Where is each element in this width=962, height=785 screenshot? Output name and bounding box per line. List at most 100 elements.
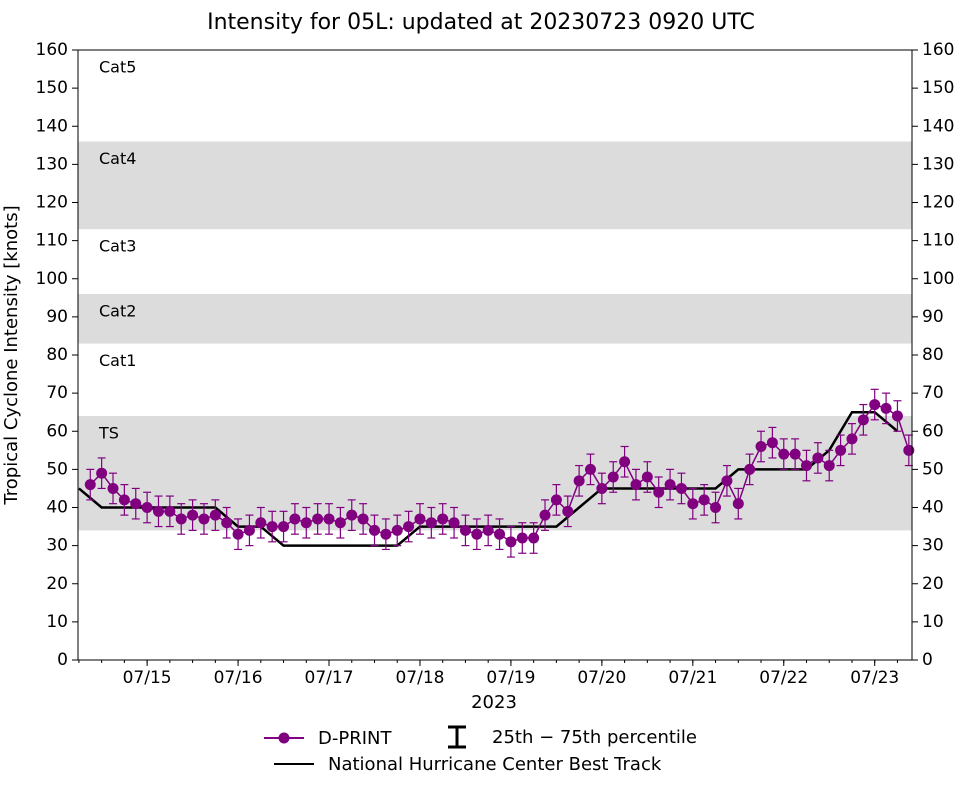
dprint-point xyxy=(346,509,358,521)
dprint-point xyxy=(368,524,380,536)
dprint-point xyxy=(744,463,756,475)
x-tick-label: 07/22 xyxy=(759,668,808,688)
legend-label: 25th − 75th percentile xyxy=(492,727,697,748)
x-tick-label: 07/20 xyxy=(577,668,626,688)
dprint-point xyxy=(300,517,312,529)
y-tick-label: 120 xyxy=(36,193,68,213)
dprint-point xyxy=(380,528,392,540)
dprint-point xyxy=(619,456,631,468)
dprint-point xyxy=(687,498,699,510)
dprint-point xyxy=(175,513,187,525)
y-tick-label-right: 0 xyxy=(922,650,933,670)
dprint-point xyxy=(425,517,437,529)
dprint-point xyxy=(903,444,915,456)
y-tick-label-right: 120 xyxy=(922,193,954,213)
category-band xyxy=(78,416,912,531)
dprint-point xyxy=(584,463,596,475)
dprint-point xyxy=(482,524,494,536)
dprint-point xyxy=(164,505,176,517)
dprint-point xyxy=(755,441,767,452)
dprint-point xyxy=(187,509,199,521)
y-tick-label: 140 xyxy=(36,116,68,136)
dprint-point xyxy=(471,528,483,540)
y-tick-label: 150 xyxy=(36,78,68,98)
dprint-point xyxy=(323,513,335,525)
dprint-point xyxy=(823,460,835,472)
y-tick-label: 0 xyxy=(57,650,68,670)
dprint-point xyxy=(221,517,233,529)
y-tick-label-right: 30 xyxy=(922,536,944,556)
y-tick-label: 30 xyxy=(46,536,68,556)
dprint-point xyxy=(516,532,528,544)
y-tick-label-right: 100 xyxy=(922,269,954,289)
dprint-point xyxy=(414,513,426,525)
dprint-point xyxy=(664,479,676,491)
y-tick-label: 100 xyxy=(36,269,68,289)
category-label: Cat5 xyxy=(99,58,136,77)
dprint-point xyxy=(550,494,562,506)
dprint-point xyxy=(869,399,881,411)
dprint-point xyxy=(846,433,858,445)
category-label: Cat1 xyxy=(99,351,136,370)
legend-label: D-PRINT xyxy=(318,728,392,749)
dprint-point xyxy=(732,498,744,510)
dprint-point xyxy=(266,521,278,533)
dprint-point xyxy=(528,532,540,544)
y-tick-label: 110 xyxy=(36,231,68,251)
dprint-point xyxy=(562,505,574,517)
legend-errorbar-icon xyxy=(448,725,466,749)
dprint-point xyxy=(800,460,812,472)
y-tick-label: 70 xyxy=(46,383,68,403)
dprint-point xyxy=(255,517,267,529)
y-tick-label-right: 140 xyxy=(922,116,954,136)
y-tick-label-right: 110 xyxy=(922,231,954,251)
y-tick-label-right: 50 xyxy=(922,459,944,479)
dprint-point xyxy=(198,513,210,525)
dprint-point xyxy=(573,475,585,487)
x-tick-label: 07/17 xyxy=(305,668,354,688)
dprint-point xyxy=(596,482,608,494)
dprint-point xyxy=(607,471,619,483)
dprint-point xyxy=(653,486,665,498)
chart-title: Intensity for 05L: updated at 20230723 0… xyxy=(207,10,755,35)
dprint-point xyxy=(812,452,824,464)
y-tick-label-right: 80 xyxy=(922,345,944,365)
dprint-point xyxy=(721,475,733,487)
dprint-point xyxy=(403,521,415,533)
dprint-point xyxy=(835,444,847,456)
x-tick-label: 07/18 xyxy=(395,668,444,688)
dprint-point xyxy=(312,513,324,525)
dprint-point xyxy=(641,471,653,483)
dprint-point xyxy=(141,502,153,513)
dprint-point xyxy=(118,494,130,506)
dprint-point xyxy=(96,467,108,479)
y-axis-label: Tropical Cyclone Intensity [knots] xyxy=(1,205,22,505)
legend-label: National Hurricane Center Best Track xyxy=(328,754,662,775)
y-tick-label-right: 130 xyxy=(922,154,954,174)
y-tick-label: 40 xyxy=(46,498,68,518)
y-tick-label: 160 xyxy=(36,40,68,60)
dprint-point xyxy=(152,505,164,517)
x-tick-label: 07/19 xyxy=(486,668,535,688)
dprint-point xyxy=(630,479,642,491)
dprint-point xyxy=(437,513,449,525)
y-tick-label-right: 10 xyxy=(922,612,944,632)
y-tick-label: 10 xyxy=(46,612,68,632)
dprint-point xyxy=(391,524,403,536)
dprint-point xyxy=(766,437,778,449)
dprint-point xyxy=(789,448,801,460)
x-tick-label: 07/23 xyxy=(850,668,899,688)
dprint-point xyxy=(891,410,903,422)
x-tick-label: 07/15 xyxy=(123,668,172,688)
y-tick-label-right: 60 xyxy=(922,421,944,441)
dprint-point xyxy=(107,482,119,494)
dprint-point xyxy=(698,494,710,506)
y-tick-label: 50 xyxy=(46,459,68,479)
category-band xyxy=(78,294,912,344)
dprint-point xyxy=(459,524,471,536)
y-tick-label-right: 160 xyxy=(922,40,954,60)
dprint-point xyxy=(880,402,892,414)
dprint-point xyxy=(675,482,687,494)
dprint-point xyxy=(539,509,551,521)
